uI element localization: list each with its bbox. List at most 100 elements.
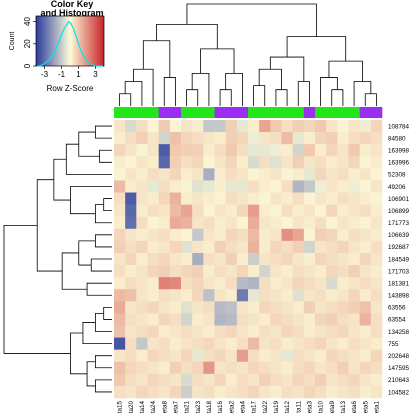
- heatmap-cell: [315, 361, 327, 375]
- heatmap-cell: [292, 240, 305, 254]
- heatmap-cell: [214, 120, 226, 133]
- heatmap-cell: [270, 156, 282, 169]
- heatmap-cell: [337, 180, 349, 193]
- heatmap-cell: [281, 228, 293, 242]
- row-label: 755: [388, 341, 399, 348]
- heatmap-cell: [259, 277, 271, 290]
- group-bar-cell: [337, 107, 349, 118]
- heatmap-cell: [326, 385, 338, 399]
- dendrogram-branch: [36, 179, 63, 272]
- heatmap-cell: [125, 192, 137, 205]
- heatmap-cell: [337, 204, 349, 217]
- heatmap-cell: [114, 132, 126, 145]
- heatmap-cell: [303, 325, 316, 338]
- heatmap-cell: [303, 228, 316, 242]
- heatmap-cell: [292, 385, 305, 399]
- heatmap-cell: [259, 289, 271, 302]
- heatmap-cell: [169, 192, 182, 205]
- heatmap-cell: [326, 228, 338, 242]
- heatmap-cell: [248, 325, 260, 338]
- color-key-density-line: [37, 20, 103, 67]
- heatmap-cell: [203, 120, 215, 133]
- heatmap-cell: [136, 349, 148, 363]
- column-label: beta16: [217, 401, 224, 413]
- heatmap-cell: [147, 337, 159, 350]
- heatmap-cell: [359, 192, 372, 205]
- heatmap-cell: [125, 349, 137, 363]
- heatmap-cell: [203, 192, 215, 205]
- heatmap-cell: [248, 204, 260, 217]
- dendrogram-branch: [320, 77, 338, 106]
- heatmap-cell: [158, 349, 171, 363]
- heatmap-cell: [125, 301, 137, 314]
- heatmap-cell: [348, 132, 360, 145]
- heatmap-cell: [125, 265, 137, 278]
- heatmap-cell: [114, 385, 126, 399]
- heatmap-cell: [348, 180, 360, 193]
- heatmap-cell: [315, 265, 327, 278]
- heatmap-cell: [114, 277, 126, 290]
- heatmap-cell: [292, 120, 305, 133]
- heatmap-cell: [370, 385, 383, 399]
- heatmap-cell: [303, 361, 316, 375]
- group-bar-cell: [270, 107, 282, 118]
- dendrogram-branch: [103, 306, 112, 320]
- heatmap-cell: [303, 265, 316, 278]
- heatmap-cell: [248, 132, 260, 145]
- heatmap-cell: [192, 265, 204, 278]
- heatmap-cell: [181, 265, 193, 278]
- heatmap-cell: [248, 313, 260, 326]
- dendrogram-branch: [200, 48, 235, 74]
- row-label: 104582: [388, 389, 410, 396]
- heatmap-cell: [114, 216, 126, 230]
- heatmap-cell: [259, 373, 271, 387]
- group-bar-cell: [348, 107, 360, 118]
- heatmap-cell: [147, 204, 159, 217]
- heatmap-cell: [315, 156, 327, 169]
- heatmap-cell: [158, 325, 171, 338]
- heatmap-cell: [348, 144, 360, 157]
- heatmap-cell: [192, 216, 204, 230]
- heatmap-cell: [125, 240, 137, 254]
- heatmap-cell: [169, 301, 182, 314]
- heatmap-cell: [203, 132, 215, 145]
- row-label: 171703: [388, 268, 410, 275]
- heatmap-cell: [192, 156, 204, 169]
- column-label: beta22: [262, 401, 269, 413]
- heatmap-cell: [270, 337, 282, 350]
- heatmap-cell: [248, 120, 260, 133]
- heatmap-cell: [181, 313, 193, 326]
- heatmap-cell: [303, 240, 316, 254]
- dendrogram-branch: [142, 40, 171, 78]
- heatmap-cell: [259, 132, 271, 145]
- heatmap-cell: [114, 361, 126, 375]
- heatmap-cell: [169, 168, 182, 181]
- heatmap-cell: [169, 385, 182, 399]
- heatmap-cell: [214, 144, 226, 157]
- column-label: beta13: [340, 401, 347, 413]
- heatmap-cell: [348, 325, 360, 338]
- column-label: beta19: [273, 401, 280, 413]
- heatmap-cell: [370, 216, 383, 230]
- heatmap-cell: [248, 216, 260, 230]
- heatmap-cell: [192, 301, 204, 314]
- heatmap-cell: [292, 361, 305, 375]
- heatmap-cell: [192, 240, 204, 254]
- heatmap-cell: [315, 337, 327, 350]
- heatmap-cell: [292, 132, 305, 145]
- heatmap-cell: [259, 325, 271, 338]
- dendrogram-branch: [53, 158, 71, 201]
- heatmap-cell: [337, 216, 349, 230]
- heatmap-cell: [270, 325, 282, 338]
- heatmap-cell: [236, 301, 249, 314]
- heatmap-cell: [326, 289, 338, 302]
- heatmap-cell: [169, 289, 182, 302]
- heatmap-cell: [270, 277, 282, 290]
- key-ytick-label: 0: [23, 63, 32, 68]
- dendrogram-branch: [86, 361, 96, 387]
- heatmap-cell: [225, 240, 238, 254]
- heatmap-cell: [169, 277, 182, 290]
- heatmap-cell: [348, 277, 360, 290]
- heatmap-cell: [181, 373, 193, 387]
- heatmap-cell: [158, 228, 171, 242]
